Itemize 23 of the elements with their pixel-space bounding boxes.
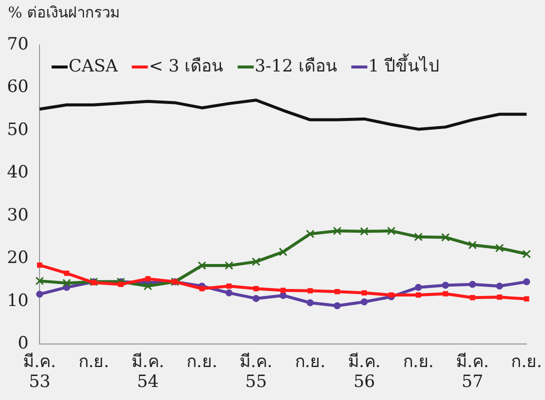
y-tick-label: 60 (6, 77, 29, 98)
y-tick-label: 70 (6, 34, 29, 54)
y-axis-title: % ต่อเงินฝากรวม (8, 3, 120, 22)
x-tick-label: ก.ย. (186, 352, 218, 372)
y-tick-label: 10 (6, 290, 29, 311)
x-tick-label: ก.ย. (78, 352, 110, 372)
x-tick-label: ก.ย. (294, 352, 326, 372)
x-tick-label: มี.ค. 54 (131, 352, 164, 392)
y-tick-label: 0 (18, 334, 29, 354)
legend-label: < 3 เดือน (148, 56, 224, 76)
x-tick-label: มี.ค. 55 (240, 352, 272, 392)
legend-label: CASA (68, 56, 119, 76)
x-tick-label: มี.ค. 56 (348, 352, 381, 392)
legend-label: 1 ปีขึ้นไป (368, 53, 440, 76)
legend-label: 3-12 เดือน (254, 56, 338, 76)
y-tick-label: 30 (6, 205, 29, 226)
x-tick-label: มี.ค. 57 (456, 352, 489, 392)
y-tick-label: 50 (6, 120, 29, 140)
y-tick-label: 20 (6, 248, 29, 268)
x-tick-label: มี.ค. 53 (23, 352, 56, 392)
y-tick-label: 40 (6, 162, 29, 183)
x-tick-label: ก.ย. (511, 352, 542, 372)
x-tick-label: ก.ย. (402, 352, 434, 372)
